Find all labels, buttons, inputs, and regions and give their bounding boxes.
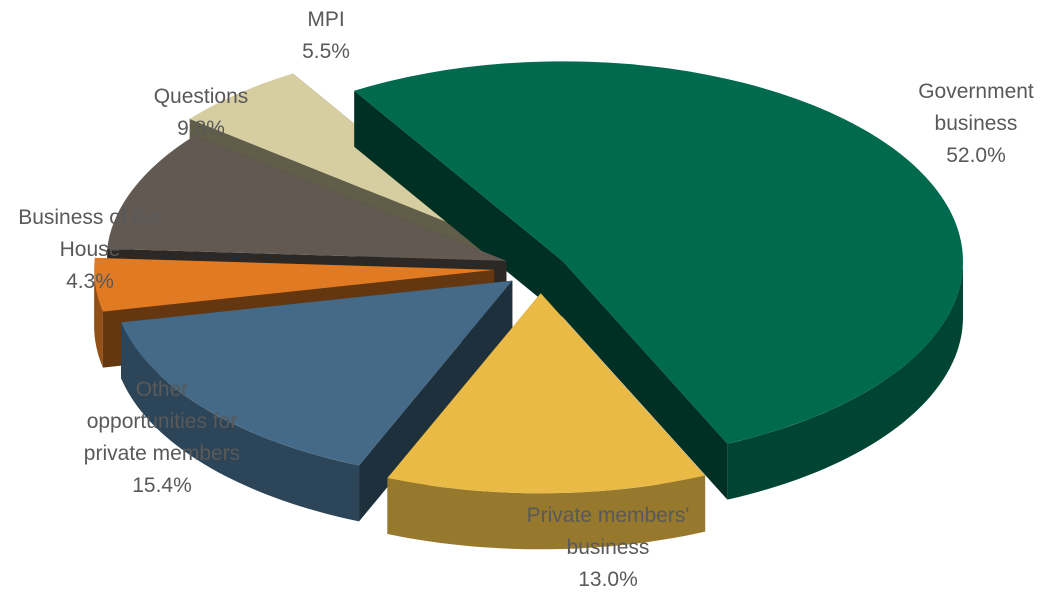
label-other-opportunities-line-1: Other xyxy=(135,378,189,401)
label-government-line-1: Government xyxy=(918,80,1034,103)
label-private-members-business: Private members' business 13.0% xyxy=(527,500,690,596)
label-mpi-value: 5.5% xyxy=(302,40,350,63)
label-questions: Questions 9.8% xyxy=(154,81,249,145)
slice-government-wall-start xyxy=(354,90,563,318)
label-business-of-the-house-line-1: Business of the xyxy=(18,206,162,229)
label-mpi: MPI 5.5% xyxy=(302,4,350,68)
slice-business-of-the-house-top xyxy=(94,257,495,312)
label-business-of-the-house-line-2: House xyxy=(59,238,121,261)
label-government-line-2: business xyxy=(934,112,1018,135)
label-business-of-the-house: Business of the House 4.3% xyxy=(18,202,162,298)
label-other-opportunities-line-3: private members xyxy=(83,442,241,465)
slice-private-members-business-top xyxy=(387,293,706,494)
label-other-opportunities-value: 15.4% xyxy=(132,474,192,497)
slice-government-wall-end xyxy=(562,261,728,500)
slice-government xyxy=(354,61,963,500)
label-other-opportunities-line-2: opportunities for xyxy=(86,410,238,433)
slice-private-members-business-side xyxy=(387,475,706,550)
label-government-value: 52.0% xyxy=(946,144,1006,167)
slice-other-opportunities-wall-start xyxy=(359,280,513,522)
label-questions-line-1: Questions xyxy=(153,85,249,108)
slice-questions-top xyxy=(107,135,507,261)
label-private-members-business-value: 13.0% xyxy=(578,568,638,591)
label-private-members-business-line-1: Private members' xyxy=(526,504,690,527)
slice-other-opportunities xyxy=(121,280,513,522)
slice-private-members-business xyxy=(387,293,706,550)
label-questions-value: 9.8% xyxy=(177,117,225,140)
label-business-of-the-house-value: 4.3% xyxy=(66,270,114,293)
slice-government-top xyxy=(354,61,963,444)
label-government: Government business 52.0% xyxy=(918,76,1034,172)
slice-government-side xyxy=(727,261,963,500)
slice-other-opportunities-top xyxy=(121,280,513,466)
slice-other-opportunities-side xyxy=(121,322,360,522)
label-private-members-business-line-2: business xyxy=(566,536,650,559)
label-mpi-line-1: MPI xyxy=(307,8,345,31)
label-other-opportunities: Other opportunities for private members … xyxy=(84,374,240,502)
slice-business-of-the-house-side xyxy=(94,269,103,368)
